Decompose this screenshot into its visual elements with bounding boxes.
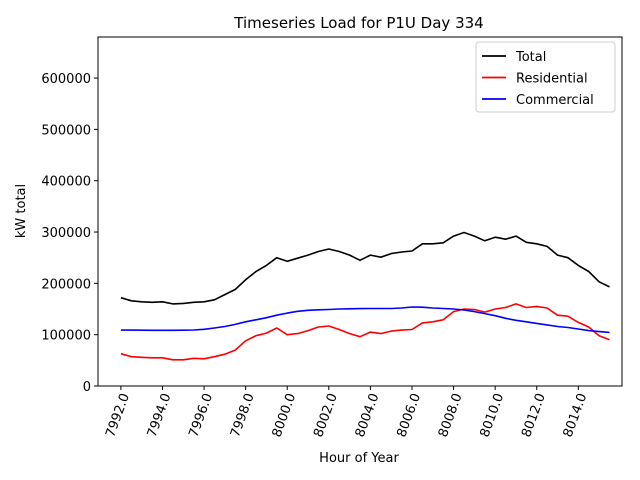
- x-tick-label: 8000.0: [270, 391, 300, 439]
- chart-title: Timeseries Load for P1U Day 334: [233, 14, 483, 32]
- y-tick-label: 0: [83, 380, 91, 395]
- x-tick-label: 8010.0: [478, 391, 508, 439]
- x-tick-label: 8002.0: [311, 391, 341, 439]
- legend-box: [475, 41, 616, 113]
- x-tick-label: 7992.0: [103, 391, 133, 439]
- x-tick-label: 8008.0: [436, 391, 466, 439]
- legend-label-residential: Residential: [516, 72, 588, 87]
- x-tick-label: 7998.0: [228, 391, 258, 439]
- x-tick-label: 8006.0: [394, 391, 424, 439]
- series-line-total: [120, 231, 610, 305]
- y-tick-label: 100000: [41, 329, 91, 344]
- y-tick-label: 200000: [41, 277, 91, 292]
- y-tick-label: 600000: [41, 72, 91, 87]
- x-tick-label: 7994.0: [145, 391, 175, 439]
- y-tick-label: 400000: [41, 175, 91, 190]
- series-line-commercial: [120, 306, 610, 334]
- y-axis-label: kW total: [14, 184, 29, 238]
- legend-label-commercial: Commercial: [516, 93, 594, 108]
- x-tick-label: 7996.0: [186, 391, 216, 439]
- legend: Total Residential Commercial: [475, 41, 616, 113]
- y-tick-label: 300000: [41, 226, 91, 241]
- series-layer: [120, 231, 610, 361]
- series-line-residential: [120, 303, 610, 361]
- x-axis-ticks: 7992.0 7994.0 7996.0 7998.0 8000.0 8002.0 8004…: [103, 386, 590, 439]
- plot-frame: [97, 36, 623, 387]
- x-tick-label: 8014.0: [561, 391, 591, 439]
- legend-label-total: Total: [515, 50, 546, 65]
- y-axis-ticks: 0 100000 200000 300000 400000 500000 600000: [41, 72, 98, 395]
- x-axis-label: Hour of Year: [319, 451, 399, 466]
- x-tick-label: 8012.0: [519, 391, 549, 439]
- y-tick-label: 500000: [41, 123, 91, 138]
- x-tick-label: 8004.0: [353, 391, 383, 439]
